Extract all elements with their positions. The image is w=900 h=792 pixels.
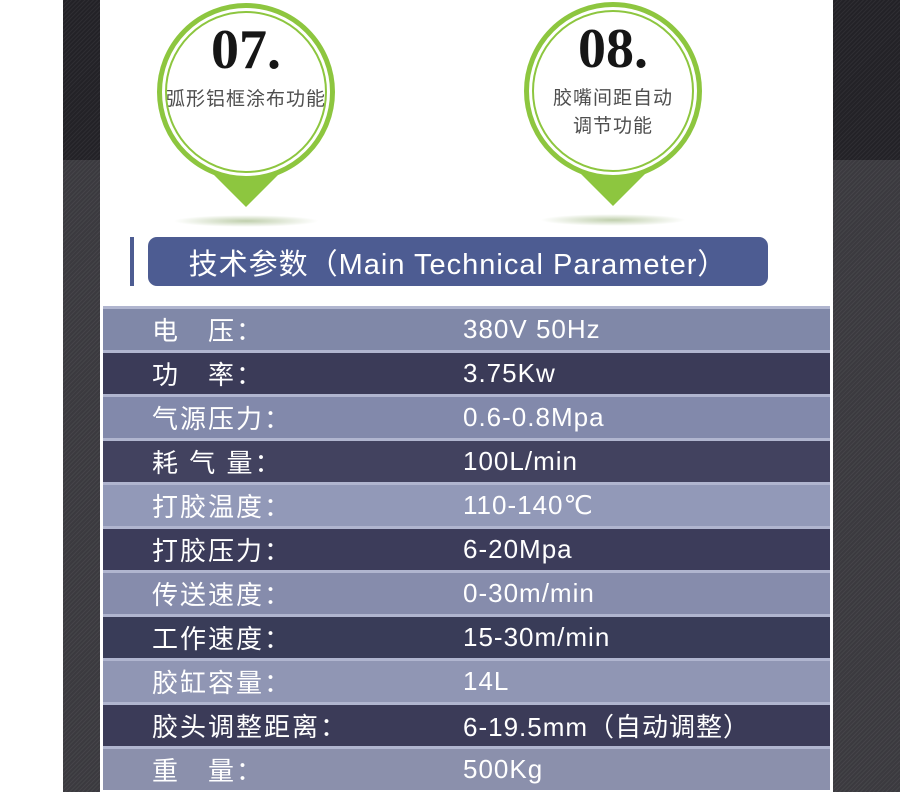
table-row: 胶头调整距离： 6-19.5mm（自动调整）	[103, 702, 830, 746]
right-texture-strip	[833, 0, 900, 792]
feature-pin-07: 07. 弧形铝框涂布功能	[157, 3, 335, 233]
param-label: 工作速度：	[152, 624, 293, 654]
param-label: 电 压：	[152, 316, 265, 346]
param-label: 气源压力：	[152, 404, 293, 434]
param-value: 380V 50Hz	[463, 314, 601, 344]
title-bar-sliver	[130, 237, 134, 286]
pin-shadow	[540, 214, 686, 226]
param-label: 打胶压力：	[152, 536, 293, 566]
feature-pin-08: 08. 胶嘴间距自动 调节功能	[524, 2, 702, 232]
spec-table: 电 压： 380V 50Hz 功 率： 3.75Kw 气源压力： 0.6-0.8…	[103, 306, 830, 792]
feature-caption-line: 弧形铝框涂布功能	[165, 89, 326, 110]
param-value: 14L	[463, 666, 510, 696]
feature-number: 08.	[578, 18, 648, 80]
table-row: 气源压力： 0.6-0.8Mpa	[103, 394, 830, 438]
param-label: 重 量：	[152, 756, 265, 786]
table-row: 工作速度： 15-30m/min	[103, 614, 830, 658]
table-row: 传送速度： 0-30m/min	[103, 570, 830, 614]
feature-circle: 08. 胶嘴间距自动 调节功能	[524, 2, 702, 180]
param-value: 110-140℃	[463, 490, 594, 520]
param-value: 6-20Mpa	[463, 534, 573, 564]
table-row: 耗 气 量： 100L/min	[103, 438, 830, 482]
feature-caption: 弧形铝框涂布功能	[166, 86, 326, 114]
table-row: 打胶温度： 110-140℃	[103, 482, 830, 526]
table-row: 电 压： 380V 50Hz	[103, 306, 830, 350]
left-texture-strip	[63, 0, 100, 792]
table-row: 打胶压力： 6-20Mpa	[103, 526, 830, 570]
param-label: 功 率：	[152, 360, 265, 390]
table-row: 功 率： 3.75Kw	[103, 350, 830, 394]
param-value: 100L/min	[463, 446, 578, 476]
pin-shadow	[173, 215, 319, 227]
param-label: 打胶温度：	[152, 492, 293, 522]
feature-caption-line: 胶嘴间距自动	[552, 88, 673, 109]
param-value: 0-30m/min	[463, 578, 595, 608]
param-label: 胶缸容量：	[152, 668, 293, 698]
param-label: 耗 气 量：	[152, 448, 283, 478]
param-value: 500Kg	[463, 754, 544, 784]
table-row: 胶缸容量： 14L	[103, 658, 830, 702]
param-value: 0.6-0.8Mpa	[463, 402, 605, 432]
feature-caption-line: 调节功能	[572, 116, 653, 137]
param-label: 传送速度：	[152, 580, 293, 610]
feature-caption: 胶嘴间距自动 调节功能	[553, 85, 673, 141]
param-label: 胶头调整距离：	[152, 712, 349, 742]
param-value: 6-19.5mm（自动调整）	[463, 712, 751, 742]
section-title: 技术参数（Main Technical Parameter）	[148, 237, 768, 286]
feature-circle: 07. 弧形铝框涂布功能	[157, 3, 335, 181]
param-value: 15-30m/min	[463, 622, 611, 652]
param-value: 3.75Kw	[463, 358, 556, 388]
feature-number: 07.	[211, 19, 281, 81]
table-row: 重 量： 500Kg	[103, 746, 830, 790]
